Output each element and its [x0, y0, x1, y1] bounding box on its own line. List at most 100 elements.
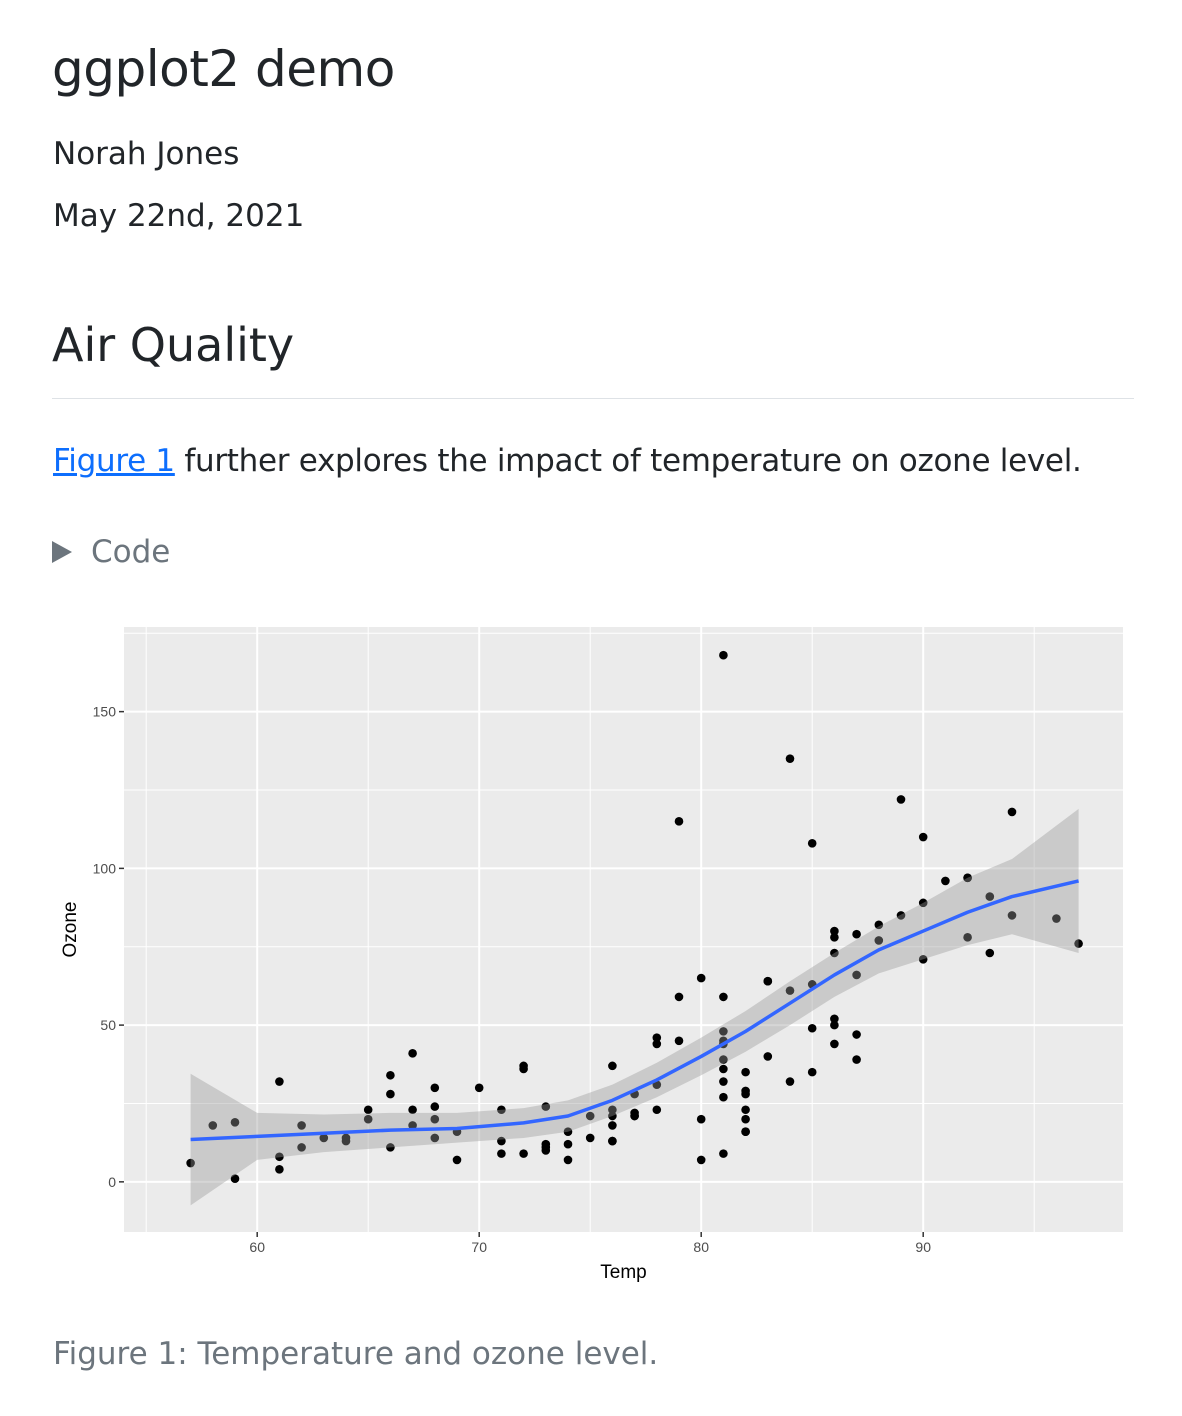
data-point	[275, 1152, 284, 1162]
data-point	[785, 986, 795, 995]
paragraph: Figure 1 further explores the impact of …	[53, 443, 1082, 479]
x-tick-label: 90	[915, 1239, 931, 1255]
data-point	[719, 1064, 728, 1074]
data-point	[430, 1114, 440, 1124]
data-point	[563, 1127, 573, 1136]
data-point	[585, 1133, 595, 1143]
figure-link[interactable]: Figure 1	[53, 443, 175, 479]
data-point	[497, 1136, 506, 1146]
x-tick-label: 60	[249, 1239, 265, 1255]
data-point	[719, 992, 728, 1002]
data-point	[896, 911, 906, 920]
data-point	[807, 1023, 817, 1033]
y-tick-label: 0	[108, 1174, 116, 1190]
data-point	[852, 1055, 861, 1064]
data-point	[719, 1027, 728, 1036]
data-point	[830, 1039, 839, 1049]
data-point	[1007, 911, 1017, 920]
data-point	[719, 1149, 728, 1158]
data-point	[585, 1111, 595, 1121]
data-point	[741, 1127, 750, 1136]
code-toggle[interactable]: Code	[52, 534, 170, 570]
data-point	[896, 795, 906, 804]
data-point	[1007, 807, 1017, 817]
data-point	[363, 1105, 373, 1115]
data-point	[696, 973, 706, 983]
data-point	[1052, 914, 1061, 923]
data-point	[608, 1111, 617, 1121]
data-point	[918, 832, 928, 842]
data-point	[696, 1155, 706, 1165]
data-point	[830, 1014, 839, 1024]
data-point	[918, 898, 928, 908]
data-point	[963, 873, 972, 883]
y-tick-label: 50	[100, 1017, 116, 1033]
data-point	[674, 992, 684, 1002]
data-point	[563, 1155, 573, 1165]
triangle-right-icon	[52, 541, 72, 563]
data-point	[408, 1049, 417, 1058]
data-point	[319, 1133, 329, 1143]
data-point	[430, 1083, 440, 1093]
data-point	[874, 920, 884, 930]
data-point	[807, 838, 817, 848]
data-point	[230, 1174, 240, 1184]
data-point	[519, 1149, 528, 1158]
author: Norah Jones	[53, 136, 240, 172]
data-point	[830, 1020, 839, 1030]
y-tick-label: 150	[93, 704, 117, 720]
data-point	[186, 1158, 195, 1168]
data-point	[830, 948, 839, 958]
section-heading: Air Quality	[52, 318, 295, 372]
data-point	[674, 1036, 684, 1046]
divider	[52, 398, 1134, 399]
data-point	[696, 1114, 706, 1124]
data-point	[430, 1102, 440, 1111]
data-point	[963, 933, 972, 942]
data-point	[608, 1136, 617, 1146]
data-point	[763, 1052, 773, 1061]
data-point	[719, 1092, 728, 1102]
paragraph-text: further explores the impact of temperatu…	[174, 443, 1082, 479]
data-point	[408, 1121, 417, 1130]
data-point	[519, 1061, 528, 1071]
smooth-line	[190, 879, 1080, 1142]
figure-caption: Figure 1: Temperature and ozone level.	[53, 1336, 659, 1372]
data-point	[474, 1083, 484, 1093]
data-point	[386, 1089, 395, 1099]
data-point	[852, 1030, 861, 1039]
data-point	[719, 1077, 728, 1086]
scatter-chart: 60 70 80 90 0 50 100 150 Temp Ozone	[60, 627, 1123, 1283]
data-point	[741, 1114, 750, 1124]
data-point	[497, 1149, 506, 1158]
data-point	[652, 1105, 662, 1115]
data-point	[297, 1143, 306, 1152]
data-point	[830, 933, 839, 942]
x-axis-label: Temp	[600, 1262, 646, 1283]
page-title: ggplot2 demo	[52, 40, 395, 98]
data-point	[830, 926, 839, 936]
data-point	[741, 1067, 750, 1077]
data-point	[275, 1165, 284, 1174]
data-point	[785, 754, 795, 763]
data-point	[741, 1105, 750, 1115]
data-point	[608, 1105, 617, 1115]
data-point	[741, 1089, 750, 1099]
data-point	[497, 1105, 506, 1115]
data-point	[563, 1139, 573, 1149]
data-point	[341, 1136, 351, 1146]
x-tick-label: 70	[471, 1239, 487, 1255]
data-point	[652, 1039, 662, 1049]
data-point	[363, 1114, 373, 1124]
data-point	[608, 1121, 617, 1130]
data-point	[763, 976, 773, 986]
y-tick-label: 100	[93, 860, 117, 876]
data-point	[985, 948, 995, 958]
data-point	[1074, 939, 1083, 948]
data-point	[719, 650, 728, 660]
data-point	[852, 970, 861, 980]
data-point	[386, 1143, 395, 1152]
x-tick-label: 80	[693, 1239, 709, 1255]
data-point	[874, 936, 884, 945]
data-point	[941, 876, 950, 886]
